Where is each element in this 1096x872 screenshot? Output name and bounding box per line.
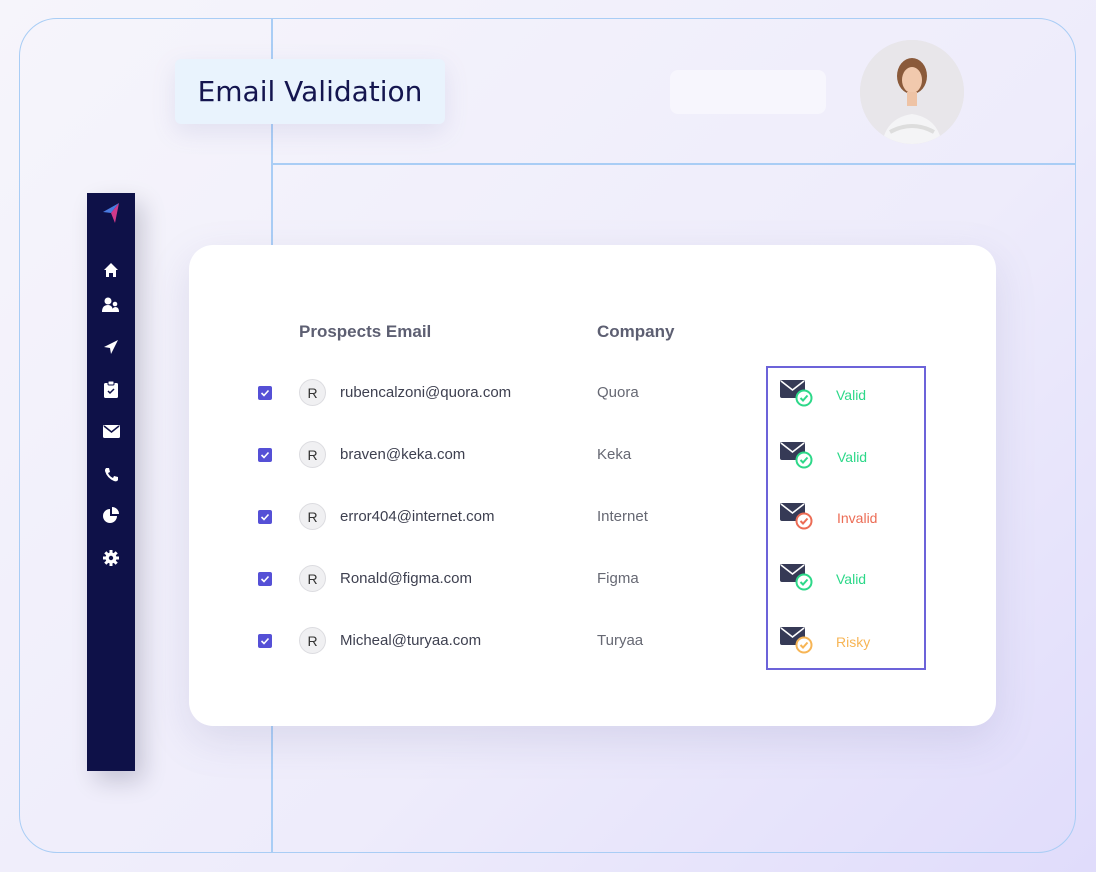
logo-icon [101,203,121,223]
prospect-avatar: R [299,503,326,530]
status-item: Valid [780,562,910,596]
company-name: Internet [597,508,648,525]
table-row: R error404@internet.com Internet [189,502,996,532]
row-checkbox[interactable] [258,634,272,648]
user-avatar[interactable] [860,40,964,144]
status-label: Valid [836,571,867,587]
status-item: Valid [780,378,910,412]
prospect-email[interactable]: Ronald@figma.com [340,570,472,587]
mail-status-icon [780,442,813,469]
outer-frame [19,18,1076,853]
row-checkbox[interactable] [258,448,272,462]
page-title: Email Validation [175,59,445,124]
status-label: Valid [837,449,868,465]
prospect-avatar: R [299,441,326,468]
prospect-email[interactable]: braven@keka.com [340,446,466,463]
prospect-email[interactable]: rubencalzoni@quora.com [340,384,512,401]
divider [271,163,1076,165]
row-checkbox[interactable] [258,510,272,524]
table-row: R braven@keka.com Keka [189,440,996,470]
clipboard-check-icon[interactable] [101,379,121,399]
prospect-avatar: R [299,627,326,654]
company-name: Keka [597,446,632,463]
column-header-company: Company [597,322,675,341]
mail-icon[interactable] [101,421,121,441]
status-item: Invalid [780,501,910,535]
table-row: R Ronald@figma.com Figma [189,564,996,594]
mail-status-icon [780,564,813,591]
row-checkbox[interactable] [258,572,272,586]
mail-status-icon [780,503,813,530]
company-name: Turyaa [597,632,644,649]
status-label: Invalid [837,510,878,526]
status-item: Risky [780,625,910,659]
prospect-email[interactable]: Micheal@turyaa.com [340,632,482,649]
phone-icon[interactable] [101,464,121,484]
column-header-email: Prospects Email [299,322,432,341]
status-label: Risky [836,634,871,650]
row-checkbox[interactable] [258,386,272,400]
users-icon[interactable] [101,295,121,315]
gear-icon[interactable] [101,548,121,568]
prospects-card: Prospects Email Company R rubencalzoni@q… [189,245,996,726]
sidebar [87,193,135,771]
validation-status-column: Valid Valid Invalid Valid Risky [766,366,926,670]
prospect-email[interactable]: error404@internet.com [340,508,495,525]
status-item: Valid [780,440,910,474]
table-row: R Micheal@turyaa.com Turyaa [189,626,996,656]
home-icon[interactable] [101,260,121,280]
table-row: R rubencalzoni@quora.com Quora [189,378,996,408]
mail-status-icon [780,627,813,654]
status-label: Valid [836,387,867,403]
mail-status-icon [780,380,813,407]
placeholder-bar [670,70,826,114]
prospect-avatar: R [299,379,326,406]
company-name: Quora [597,384,639,401]
company-name: Figma [597,570,639,587]
prospect-avatar: R [299,565,326,592]
send-icon[interactable] [101,337,121,357]
pie-chart-icon[interactable] [101,505,121,525]
